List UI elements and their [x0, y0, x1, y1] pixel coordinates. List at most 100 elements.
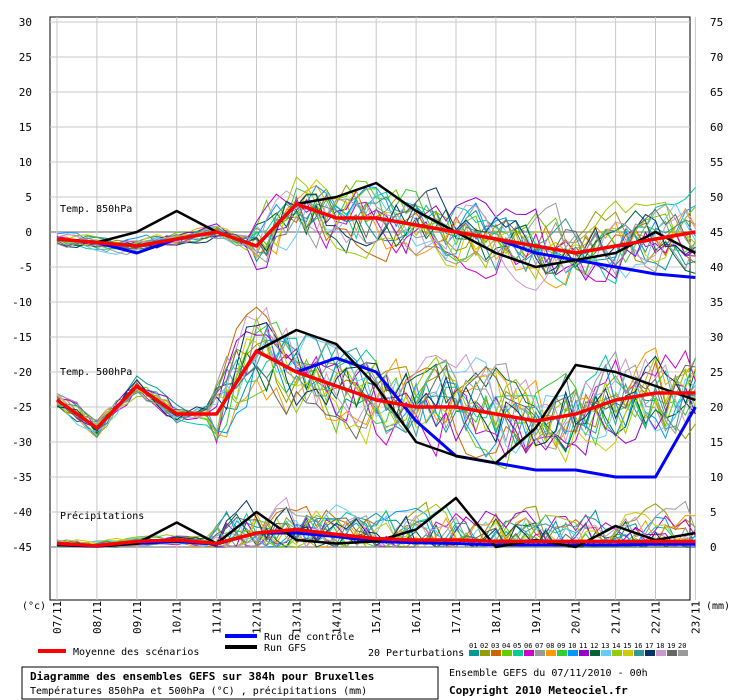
perturbation-id-label: 05 — [513, 642, 521, 650]
x-tick-label: 14/11 — [330, 601, 343, 634]
perturbation-line-500 — [56, 334, 696, 454]
left-tick-label: 10 — [19, 156, 32, 169]
legend-perturbations-label: 20 Perturbations — [368, 648, 464, 659]
perturbation-swatch — [524, 650, 534, 656]
perturbation-id-label: 03 — [491, 642, 499, 650]
right-tick-label: 75 — [710, 16, 723, 29]
left-tick-label: -40 — [12, 506, 32, 519]
perturbation-swatch — [590, 650, 600, 656]
perturbation-swatch — [469, 650, 479, 656]
right-tick-label: 65 — [710, 86, 723, 99]
perturbation-swatch — [546, 650, 556, 656]
x-tick-label: 22/11 — [650, 601, 663, 634]
x-tick-label: 20/11 — [570, 601, 583, 634]
left-tick-label: -35 — [12, 471, 32, 484]
legend-gfs-label: Run GFS — [264, 643, 306, 654]
x-tick-label: 21/11 — [610, 601, 623, 634]
right-tick-label: 10 — [710, 471, 723, 484]
right-tick-label: 25 — [710, 366, 723, 379]
left-tick-label: -45 — [12, 541, 32, 554]
perturbation-id-label: 11 — [579, 642, 587, 650]
left-tick-label: -10 — [12, 296, 32, 309]
right-tick-label: 70 — [710, 51, 723, 64]
right-unit-label: (mm) — [706, 601, 730, 612]
perturbation-line-500 — [56, 306, 696, 444]
right-tick-label: 5 — [710, 506, 717, 519]
gfs-line-t850 — [56, 181, 696, 269]
left-unit-label: (°c) — [22, 601, 46, 612]
x-tick-label: 18/11 — [490, 601, 503, 634]
perturbation-swatch — [623, 650, 633, 656]
right-tick-label: 15 — [710, 436, 723, 449]
x-tick-label: 13/11 — [290, 601, 303, 634]
perturbation-id-label: 10 — [568, 642, 576, 650]
mean-line-t500 — [55, 349, 696, 430]
right-tick-label: 60 — [710, 121, 723, 134]
perturbation-swatch — [678, 650, 688, 656]
perturbation-swatch — [667, 650, 677, 656]
perturbation-swatch — [656, 650, 666, 656]
right-tick-label: 55 — [710, 156, 723, 169]
perturbation-id-label: 16 — [634, 642, 642, 650]
perturbation-line-500 — [56, 348, 696, 440]
left-tick-label: -15 — [12, 331, 32, 344]
left-tick-label: 0 — [25, 226, 32, 239]
right-tick-label: 40 — [710, 261, 723, 274]
copyright: Copyright 2010 Meteociel.fr — [449, 684, 628, 697]
right-tick-label: 0 — [710, 541, 717, 554]
right-tick-label: 30 — [710, 331, 723, 344]
perturbation-line-500 — [56, 322, 696, 447]
perturbation-swatch — [502, 650, 512, 656]
x-tick-label: 15/11 — [370, 601, 383, 634]
perturbation-id-label: 18 — [656, 642, 664, 650]
left-tick-label: 15 — [19, 121, 32, 134]
perturbation-id-label: 15 — [623, 642, 631, 650]
panel-label-500: Temp. 500hPa — [60, 367, 132, 378]
perturbation-line-500 — [56, 321, 696, 459]
x-tick-label: 09/11 — [131, 601, 144, 634]
chart-subtitle: Températures 850hPa et 500hPa (°C) , pré… — [30, 685, 367, 697]
left-tick-label: 20 — [19, 86, 32, 99]
perturbation-id-label: 08 — [546, 642, 554, 650]
panel-label-850: Temp. 850hPa — [60, 204, 132, 215]
legend-mean-label: Moyenne des scénarios — [73, 646, 199, 658]
perturbation-id-label: 19 — [667, 642, 675, 650]
perturbation-swatch — [480, 650, 490, 656]
perturbation-id-label: 14 — [612, 642, 620, 650]
perturbation-swatch — [612, 650, 622, 656]
perturbation-line-500 — [56, 321, 696, 447]
right-tick-label: 50 — [710, 191, 723, 204]
chart-title: Diagramme des ensembles GEFS sur 384h po… — [30, 670, 374, 683]
perturbation-line-500 — [56, 329, 696, 441]
perturbation-id-label: 06 — [524, 642, 532, 650]
run-info: Ensemble GEFS du 07/11/2010 - 00h — [449, 668, 648, 679]
plot-frame — [49, 16, 691, 601]
x-tick-label: 11/11 — [211, 601, 224, 634]
perturbation-swatch — [568, 650, 578, 656]
x-tick-label: 12/11 — [251, 601, 264, 634]
panel-label-precip: Précipitations — [60, 510, 144, 522]
x-tick-label: 16/11 — [410, 601, 423, 634]
left-tick-label: -20 — [12, 366, 32, 379]
perturbation-id-label: 13 — [601, 642, 609, 650]
x-tick-label: 08/11 — [91, 601, 104, 634]
perturbation-swatch — [557, 650, 567, 656]
perturbation-id-label: 07 — [535, 642, 543, 650]
legend-control-label: Run de contrôle — [264, 631, 354, 643]
perturbation-swatch — [645, 650, 655, 656]
x-tick-label: 19/11 — [530, 601, 543, 634]
perturbation-swatch — [601, 650, 611, 656]
x-tick-label: 23/11 — [689, 601, 702, 634]
right-tick-label: 20 — [710, 401, 723, 414]
perturbation-swatch — [634, 650, 644, 656]
perturbation-swatch — [513, 650, 523, 656]
perturbation-id-label: 20 — [678, 642, 686, 650]
perturbation-id-label: 09 — [557, 642, 565, 650]
perturbation-swatch — [535, 650, 545, 656]
right-tick-label: 35 — [710, 296, 723, 309]
perturbation-id-label: 17 — [645, 642, 653, 650]
title-box — [21, 666, 439, 700]
x-tick-label: 10/11 — [171, 601, 184, 634]
left-tick-label: 5 — [25, 191, 32, 204]
